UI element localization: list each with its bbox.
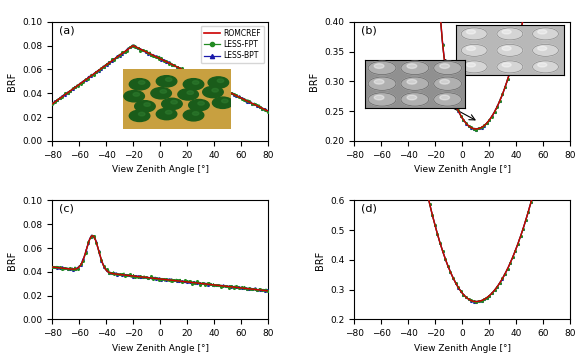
X-axis label: View Zenith Angle [°]: View Zenith Angle [°]	[414, 165, 511, 174]
Text: (b): (b)	[361, 25, 376, 35]
Text: (a): (a)	[58, 25, 74, 35]
Legend: ROMCREF, LESS-FPT, LESS-BPT: ROMCREF, LESS-FPT, LESS-BPT	[200, 26, 264, 63]
Y-axis label: BRF: BRF	[7, 250, 17, 270]
Y-axis label: BRF: BRF	[309, 72, 319, 91]
X-axis label: View Zenith Angle [°]: View Zenith Angle [°]	[414, 344, 511, 353]
Y-axis label: BRF: BRF	[7, 72, 17, 91]
Text: (d): (d)	[361, 204, 377, 214]
Text: (c): (c)	[58, 204, 74, 214]
X-axis label: View Zenith Angle [°]: View Zenith Angle [°]	[112, 165, 208, 174]
Y-axis label: BRF: BRF	[315, 250, 325, 270]
X-axis label: View Zenith Angle [°]: View Zenith Angle [°]	[112, 344, 208, 353]
